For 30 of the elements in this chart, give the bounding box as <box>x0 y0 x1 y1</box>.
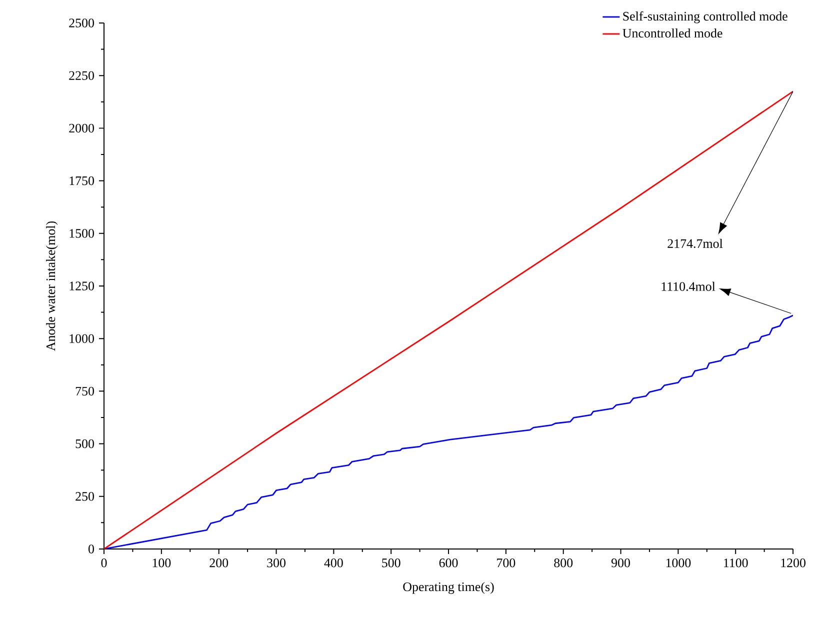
x-tick-label: 0 <box>101 558 107 568</box>
y-tick-label: 1250 <box>70 282 94 290</box>
x-tick-label: 700 <box>497 558 516 568</box>
legend-label: Self-sustaining controlled mode <box>623 11 788 24</box>
y-tick-label: 1750 <box>70 176 94 186</box>
annotation: 2174.7mol <box>668 238 723 248</box>
x-tick-label: 1100 <box>724 558 748 568</box>
y-tick-label: 2250 <box>69 71 94 80</box>
y-tick-label: 750 <box>76 386 94 396</box>
x-tick-label: 1000 <box>666 558 691 568</box>
x-tick-label: 200 <box>210 558 228 568</box>
y-axis-title: Anode water intake(mol) <box>46 221 58 351</box>
x-tick-label: 500 <box>382 558 400 568</box>
x-axis-title: Operating time(s) <box>403 582 494 594</box>
y-tick-label: 250 <box>76 492 94 501</box>
annotation: 1110.4mol <box>662 282 716 291</box>
y-tick-label: 2500 <box>69 18 94 28</box>
x-tick-label: 900 <box>611 558 630 568</box>
x-tick-label: 800 <box>554 558 573 568</box>
x-tick-label: 400 <box>324 558 343 568</box>
x-tick-label: 100 <box>152 558 171 568</box>
x-tick-label: 1200 <box>781 558 806 568</box>
y-tick-label: 500 <box>76 439 94 448</box>
y-tick-label: 0 <box>88 544 94 554</box>
x-tick-label: 300 <box>267 558 286 568</box>
x-tick-label: 600 <box>439 558 458 568</box>
y-tick-label: 1500 <box>70 229 94 238</box>
y-tick-label: 2000 <box>69 124 94 133</box>
legend-label: Uncontrolled mode <box>622 28 722 38</box>
y-tick-label: 1000 <box>70 334 94 343</box>
